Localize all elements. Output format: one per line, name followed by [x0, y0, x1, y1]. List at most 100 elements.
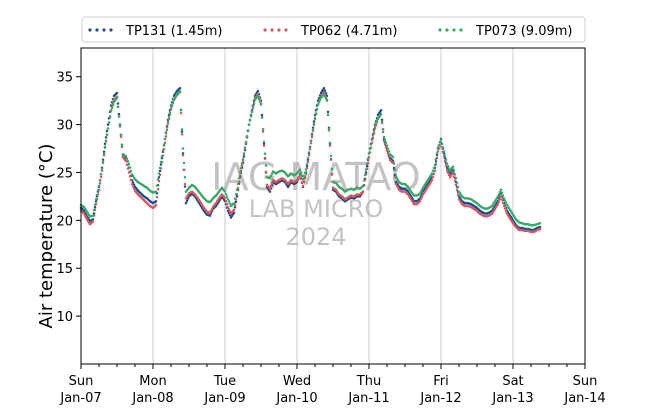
data-point	[91, 220, 95, 223]
data-point	[103, 145, 107, 148]
data-point-fill	[102, 150, 106, 153]
y-axis: 10 15 20 25 30 35	[56, 71, 81, 325]
series-2-points	[79, 90, 542, 234]
data-point-fill	[380, 120, 384, 123]
data-point-fill	[387, 155, 391, 159]
data-point-fill	[434, 160, 438, 163]
data-point	[130, 182, 134, 186]
data-point	[379, 108, 383, 112]
data-point-fill	[456, 185, 460, 189]
legend-entry: TP131 (1.45m)	[88, 24, 222, 39]
data-point-fill	[165, 128, 169, 132]
data-point	[451, 171, 455, 174]
data-point-fill	[365, 162, 369, 166]
data-point	[244, 140, 248, 144]
data-point-fill	[326, 113, 330, 116]
data-point-fill	[98, 182, 102, 185]
data-point	[100, 169, 104, 172]
data-point	[373, 127, 377, 130]
vertical-gridlines	[152, 48, 514, 364]
data-point-fill	[228, 202, 232, 206]
data-point-fill	[126, 160, 130, 163]
data-point	[499, 195, 503, 198]
data-point-fill	[167, 116, 171, 119]
data-point-fill	[326, 110, 330, 114]
data-point	[181, 147, 185, 150]
data-point-fill	[234, 200, 238, 204]
data-point-fill	[180, 132, 184, 136]
data-point-fill	[315, 107, 319, 111]
data-point	[157, 176, 161, 179]
data-point-fill	[455, 188, 459, 191]
data-point-fill	[497, 200, 501, 203]
legend-marker	[263, 28, 267, 32]
data-point-fill	[261, 130, 265, 133]
data-point-fill	[303, 176, 307, 180]
data-point-fill	[420, 188, 424, 191]
data-point-fill	[99, 173, 103, 176]
data-point-fill	[393, 168, 397, 172]
data-point-fill	[183, 176, 187, 179]
data-point-fill	[309, 141, 313, 145]
data-point-fill	[453, 173, 457, 176]
data-point	[430, 172, 434, 175]
data-point-fill	[224, 192, 228, 196]
data-point	[259, 103, 263, 106]
data-point	[115, 96, 119, 100]
data-point-fill	[396, 186, 400, 190]
data-point-fill	[164, 131, 168, 135]
data-point-fill	[156, 178, 160, 181]
data-point-fill	[128, 175, 132, 178]
data-point	[370, 138, 374, 142]
data-point	[418, 192, 422, 195]
data-point	[232, 208, 236, 212]
data-point-fill	[387, 150, 391, 153]
data-point-fill	[383, 138, 387, 142]
data-point	[163, 137, 167, 141]
data-point-fill	[263, 157, 267, 161]
x-tick-weekday: Thu	[356, 374, 381, 389]
legend-marker	[88, 28, 92, 32]
data-point-fill	[504, 201, 508, 205]
data-point	[496, 195, 500, 198]
data-point	[235, 195, 239, 198]
data-point-fill	[497, 192, 501, 196]
data-point-fill	[300, 181, 304, 184]
data-point-fill	[500, 191, 504, 194]
data-point-fill	[95, 193, 99, 197]
data-point	[361, 184, 365, 188]
data-point	[241, 157, 245, 161]
data-point	[433, 169, 437, 172]
data-point	[181, 153, 185, 157]
x-tick-weekday: Tue	[213, 374, 236, 389]
data-point-fill	[108, 115, 112, 119]
data-point-fill	[453, 179, 457, 183]
data-point	[106, 123, 110, 126]
data-point-fill	[251, 106, 255, 110]
data-point-fill	[269, 184, 273, 188]
data-point-fill	[261, 128, 265, 131]
x-tick-weekday: Sun	[69, 374, 94, 389]
data-point-fill	[312, 120, 316, 123]
data-point-fill	[93, 206, 97, 209]
data-point-fill	[455, 181, 459, 184]
data-point-fill	[441, 146, 445, 149]
data-point-fill	[303, 171, 307, 175]
data-point	[364, 171, 368, 174]
data-point	[394, 182, 398, 186]
data-point-fill	[312, 122, 316, 125]
data-point-fill	[264, 164, 268, 167]
legend-marker	[445, 28, 449, 32]
x-tick-date: Jan-12	[419, 391, 461, 406]
data-point-fill	[419, 190, 423, 193]
data-point-fill	[501, 194, 505, 197]
data-point-fill	[365, 164, 369, 168]
data-point-fill	[375, 119, 379, 123]
x-tick-date: Jan-09	[203, 391, 245, 406]
legend-marker	[277, 28, 281, 32]
data-point-fill	[435, 152, 439, 155]
data-point-fill	[170, 103, 174, 107]
data-point	[262, 142, 266, 146]
data-point	[256, 94, 260, 98]
